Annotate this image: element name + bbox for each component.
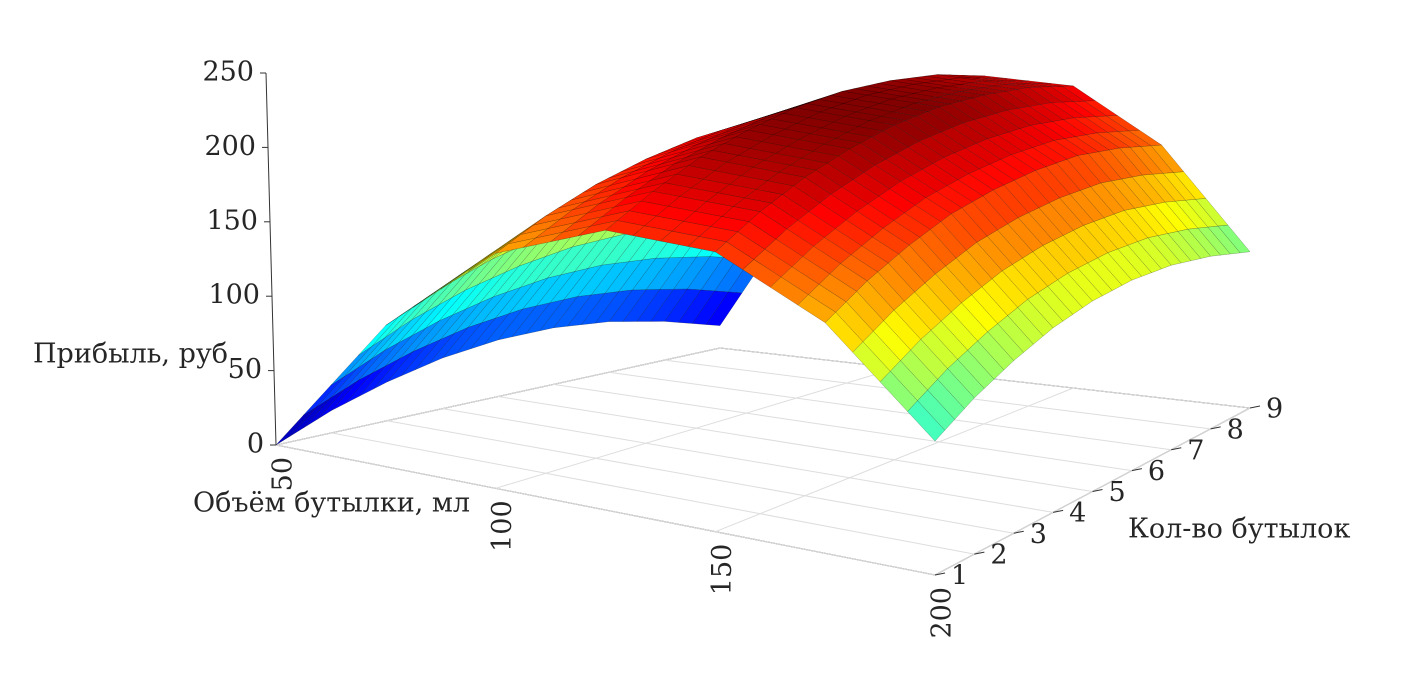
tick-mark (1013, 530, 1024, 534)
grid-line (608, 371, 1172, 451)
surface-patch (275, 406, 318, 446)
tick-mark (1249, 405, 1261, 409)
z-axis-label: Прибыль, руб (33, 339, 228, 370)
floor-grid (275, 347, 1261, 576)
surface-patch (907, 400, 946, 442)
y-tick-label: 8 (1227, 414, 1244, 445)
grid-line (386, 420, 1014, 534)
surface-patch (1047, 279, 1084, 315)
tick-mark (1092, 489, 1103, 492)
x-tick-label: 50 (268, 457, 299, 491)
y-tick-label: 7 (1187, 435, 1204, 466)
y-tick-label: 5 (1109, 477, 1126, 508)
y-tick-label: 1 (951, 561, 968, 592)
tick-mark (1171, 447, 1182, 451)
surface-patch (1017, 299, 1054, 337)
tick-mark (1131, 468, 1142, 472)
surface-patch (987, 323, 1024, 361)
surface-patch (1217, 224, 1251, 254)
surface-patch (1137, 237, 1172, 270)
grid-line (275, 444, 936, 576)
z-tick-label: 0 (247, 429, 264, 460)
x-tick-label: 200 (927, 587, 958, 639)
x-axis-label: Объём бутылки, мл (193, 488, 470, 519)
tick-mark (974, 551, 985, 555)
grid-line (331, 432, 975, 555)
z-tick-label: 150 (206, 205, 258, 236)
x-tick-label: 150 (707, 544, 738, 596)
z-axis (265, 72, 277, 446)
y-tick-label: 2 (990, 540, 1007, 571)
z-tick-label: 250 (202, 57, 254, 88)
surface-patch (1127, 241, 1162, 273)
x-tick-label: 100 (487, 500, 518, 552)
tick-mark (934, 572, 946, 576)
y-tick-label: 9 (1266, 394, 1283, 425)
tick-mark (1053, 509, 1064, 513)
y-tick-label: 3 (1030, 519, 1047, 550)
surface-patch (289, 397, 332, 437)
grid-line (442, 408, 1054, 513)
grid-line (553, 383, 1132, 472)
surface-patch (1167, 231, 1202, 262)
surface-patch (1077, 262, 1113, 297)
z-tick-label: 100 (208, 280, 260, 311)
surface-patch (957, 349, 995, 389)
y-tick-label: 6 (1148, 456, 1165, 487)
surface-patch (1197, 226, 1231, 256)
tick-mark (1210, 426, 1221, 430)
surface (275, 74, 1251, 446)
grid-line (497, 396, 1093, 492)
surface-patch (937, 368, 975, 410)
surface-patch (927, 378, 965, 420)
surface-patch (1107, 248, 1143, 281)
surface-patch (1067, 267, 1103, 302)
z-tick-label: 50 (228, 354, 262, 385)
y-tick-label: 4 (1069, 498, 1086, 529)
y-axis-label: Кол-во бутылок (1128, 514, 1350, 545)
z-tick-label: 200 (204, 131, 256, 162)
